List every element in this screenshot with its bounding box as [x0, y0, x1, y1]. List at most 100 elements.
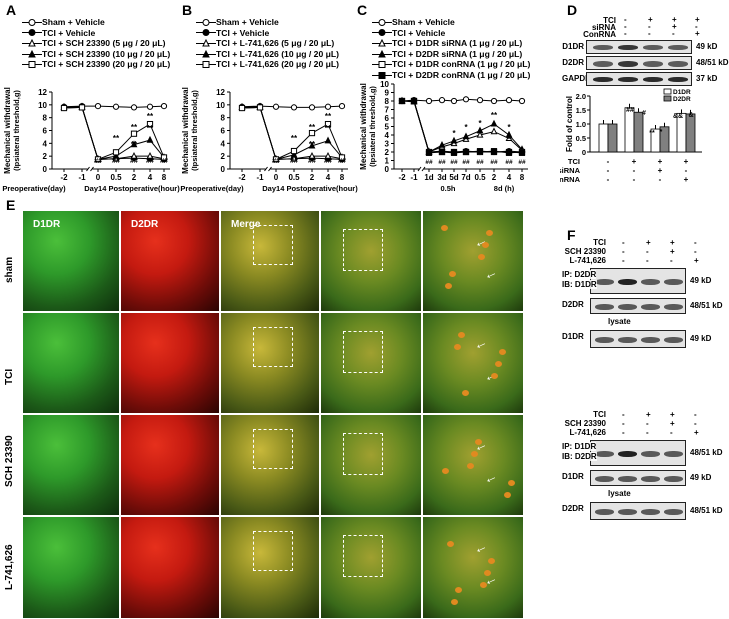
x-group-label: 0.5h — [440, 184, 455, 193]
y-tick-label: 10 — [380, 80, 389, 89]
x-tick-label: -2 — [398, 173, 406, 182]
legend-marker-icon — [196, 49, 216, 58]
significance-annotation: ## — [438, 159, 446, 166]
data-point — [290, 147, 298, 155]
condition-sign: + — [670, 238, 675, 247]
blot-band — [641, 337, 660, 343]
significance-annotation: ** — [131, 140, 138, 149]
data-point — [450, 148, 458, 156]
condition-label: SCH 23390 — [564, 419, 606, 428]
micrograph-merge-panel: Merge — [220, 210, 320, 312]
y-axis-label: Mechanical withdrawal(Ipsiateral thresho… — [181, 87, 199, 174]
significance-annotation: ## — [160, 158, 168, 165]
x-tick-label: 8 — [520, 173, 525, 182]
x-tick-label: 4 — [507, 173, 512, 182]
legend-marker-icon — [372, 49, 392, 58]
micrograph-zoom-panel — [320, 516, 422, 619]
micrograph-d1dr-panel — [22, 516, 120, 619]
significance-annotation: * — [464, 123, 468, 132]
micrograph-column-title: Merge — [231, 219, 261, 230]
western-blot-f-top: TCI - + + - SCH 23390- - + - L-741,626- - - + IP: D2D… — [560, 238, 729, 383]
blot-row-label: D1DR — [562, 42, 584, 51]
panel-label-b: B — [182, 2, 193, 18]
y-label-line: (Ipsiateral threshold,g) — [12, 90, 21, 171]
data-point — [324, 151, 332, 159]
legend-c: Sham + Vehicle TCI + Vehicle TCI + D1DR si… — [372, 17, 530, 81]
condition-label: L-741,626 — [569, 428, 606, 437]
y-axis-label: Fold of control — [565, 96, 574, 152]
blot-band — [664, 451, 683, 457]
series-line — [401, 100, 523, 153]
y-tick-label: 12 — [38, 88, 47, 97]
micrograph-d2dr-panel: D2DR — [120, 210, 220, 312]
y-tick-label: 2.0 — [576, 92, 586, 101]
blot-band — [641, 509, 660, 515]
cell-spot — [488, 558, 495, 564]
condition-sign: + — [694, 256, 699, 265]
y-tick-label: 8 — [385, 97, 390, 106]
significance-annotation: ** — [309, 140, 316, 149]
data-point — [518, 149, 526, 156]
blot-row-label: IP: D2DR — [562, 270, 597, 279]
blot-band — [664, 304, 683, 310]
data-point — [146, 120, 154, 128]
cell-spot — [504, 492, 511, 498]
condition-sign: - — [622, 256, 625, 265]
significance-annotation: ** — [147, 112, 154, 121]
condition-sign: + — [646, 410, 651, 419]
legend-b: Sham + Vehicle TCI + Vehicle TCI + L-741,6… — [196, 17, 339, 70]
y-tick-label: 12 — [216, 88, 225, 97]
cell-spot — [484, 570, 491, 576]
blot-band — [595, 476, 614, 482]
data-point — [450, 97, 458, 105]
data-point — [112, 103, 120, 110]
micrograph-d1dr-panel — [22, 312, 120, 414]
blot-strip — [590, 470, 686, 486]
cell-spot — [445, 283, 452, 289]
blot-strip — [586, 40, 692, 54]
micrograph-row-label: SCH 23390 — [4, 435, 15, 487]
significance-annotation: ## — [476, 159, 484, 166]
blot-row-label: D2DR — [562, 300, 584, 309]
cell-spot — [508, 480, 515, 486]
blot-row-label: D1DR — [562, 472, 584, 481]
legend-label: TCI + Vehicle — [216, 27, 270, 38]
legend-item: TCI + L-741,626 (5 μg / 20 μL) — [196, 38, 339, 49]
blot-band — [641, 304, 660, 310]
bar — [685, 113, 696, 153]
condition-label: siRNA — [560, 166, 581, 175]
micrograph-zoom-panel — [320, 312, 422, 414]
data-point — [398, 97, 406, 105]
micrograph-row-label: L-741,626 — [4, 543, 15, 590]
y-tick-label: 4 — [385, 131, 390, 140]
condition-sign: + — [632, 157, 637, 166]
condition-sign: + — [684, 175, 689, 184]
y-label-line: (Ipsiateral threshold,g) — [190, 90, 199, 171]
condition-label: TCI — [593, 410, 606, 419]
legend-marker-icon — [22, 38, 42, 47]
data-point — [112, 149, 120, 156]
significance-annotation: ## — [518, 159, 526, 166]
data-point — [410, 97, 418, 105]
zoom-box — [343, 535, 383, 577]
panel-label-e: E — [6, 197, 16, 213]
micrograph-d1dr-panel: D1DR — [22, 210, 120, 312]
condition-sign: + — [695, 29, 700, 38]
data-point — [378, 61, 386, 69]
legend-item: TCI + L-741,626 (20 μg / 20 μL) — [196, 59, 339, 70]
blot-band — [618, 451, 637, 457]
axis-break-mark — [268, 166, 272, 172]
y-tick-label: 8 — [43, 114, 48, 123]
cell-spot — [451, 599, 458, 605]
legend-item: TCI + SCH 23390 (20 μg / 20 μL) — [22, 59, 170, 70]
y-tick-label: 0.5 — [576, 134, 586, 143]
cell-spot — [482, 242, 489, 248]
significance-annotation: ## — [112, 158, 120, 165]
legend-label: TCI + L-741,626 (5 μg / 20 μL) — [216, 38, 335, 49]
legend-marker-icon — [22, 29, 42, 37]
micrograph-zoom-panel: ← ← — [422, 312, 524, 414]
legend-marker-icon — [196, 29, 216, 37]
y-tick-label: 6 — [43, 127, 48, 136]
data-point — [94, 156, 102, 163]
